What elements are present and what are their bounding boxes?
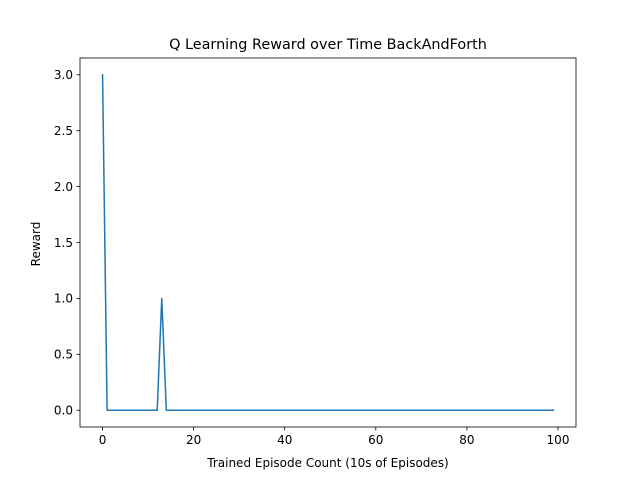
chart-title: Q Learning Reward over Time BackAndForth	[169, 37, 487, 53]
series-line-0	[101, 74, 555, 411]
x-axis-label: Trained Episode Count (10s of Episodes)	[206, 456, 448, 470]
y-tick-label: 1.5	[54, 236, 73, 250]
x-tick-label: 0	[99, 433, 107, 447]
y-axis-label: Reward	[29, 222, 43, 267]
y-tick-label: 1.0	[54, 292, 73, 306]
x-tick-label: 20	[186, 433, 201, 447]
x-tick-label: 100	[547, 433, 570, 447]
x-tick-label: 80	[459, 433, 474, 447]
y-tick-label: 0.5	[54, 348, 73, 362]
y-tick-label: 0.0	[54, 404, 73, 418]
axes-frame	[79, 57, 577, 428]
y-tick-label: 2.5	[54, 124, 73, 138]
plot-area: 0 20 40 60 80 100 0.0 0.5 1.0 1.5 2.0 2.5 3.0	[54, 57, 577, 447]
y-tick-label: 2.0	[54, 180, 73, 194]
x-tick-label: 60	[368, 433, 383, 447]
x-tick-label: 40	[277, 433, 292, 447]
y-tick-label: 3.0	[54, 68, 73, 82]
